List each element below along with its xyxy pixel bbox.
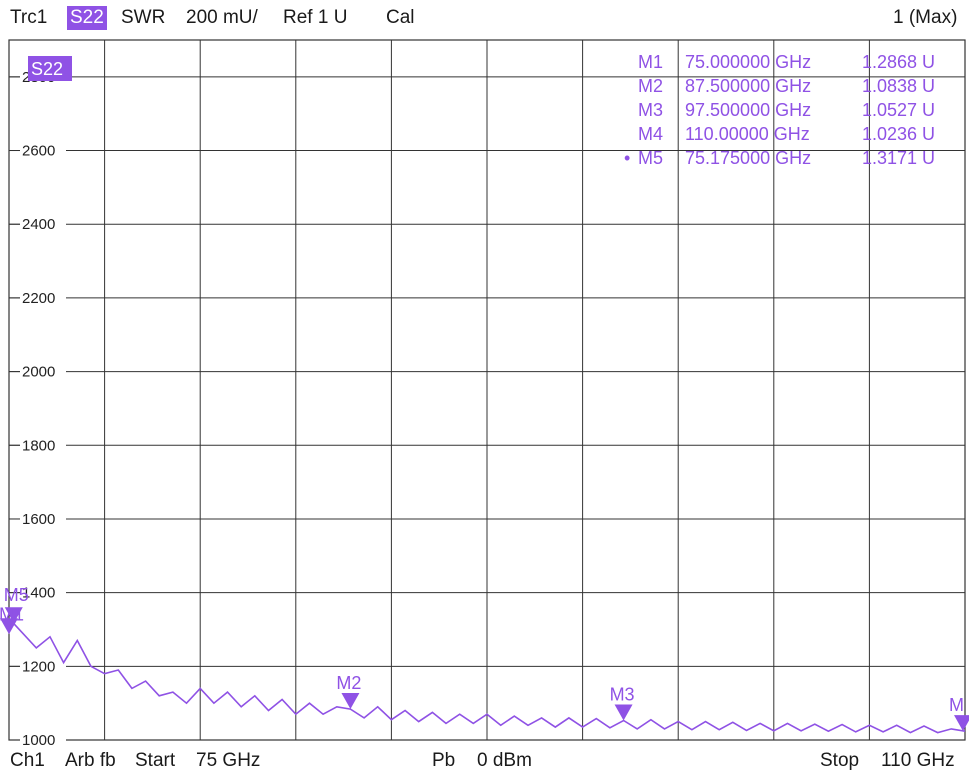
plot-grid [8,39,966,741]
marker-name: M4 [638,124,663,144]
y-tick-label: 2200 [22,290,55,307]
y-tick-label: 1200 [22,658,55,675]
y-tick-label: 1600 [22,511,55,528]
y-tick-label: 2000 [22,364,55,381]
tick-label-background [20,508,66,528]
marker-name: M1 [638,52,663,72]
tick-label-background [20,214,66,234]
marker-name: M3 [638,100,663,120]
format-label[interactable]: SWR [121,7,166,28]
channel-label[interactable]: Ch1 [10,750,45,771]
trace-line [8,617,966,734]
marker-label[interactable]: M [949,695,964,715]
start-label: Start [135,750,176,771]
plot-trace-badge-layer: S22 [28,56,72,81]
marker-triangle-m4[interactable] [954,715,969,732]
marker-frequency: 97.500000 GHz [685,100,811,120]
stop-label: Stop [820,750,860,771]
marker-frequency: 75.000000 GHz [685,52,811,72]
marker-triangle-m1[interactable] [0,618,18,635]
marker-readout-table: M1 75.000000 GHz 1.2868 U M2 87.500000 GHz 1.… [624,52,935,168]
sweep-mode-label[interactable]: Arb fb [65,750,116,771]
trace-count-label: 1 (Max) [893,7,958,28]
calibration-label[interactable]: Cal [386,7,415,28]
y-tick-label: 1400 [22,585,55,602]
y-tick-label: 1800 [22,437,55,454]
marker-frequency: 87.500000 GHz [685,76,811,96]
tick-label-background [20,656,66,676]
marker-label[interactable]: M5 [4,585,29,605]
plot-trace-badge-background [28,56,72,81]
marker-value: 1.2868 U [862,52,935,72]
marker-row-m2[interactable]: M2 87.500000 GHz 1.0838 U [638,76,935,96]
scale-label[interactable]: 200 mU/ [186,7,258,28]
tick-label-background [20,361,66,381]
start-frequency[interactable]: 75 GHz [196,750,261,771]
y-tick-label: 2400 [22,216,55,233]
tick-label-background [20,730,66,749]
trace-layer [8,617,966,734]
marker-label[interactable]: M3 [610,684,635,704]
marker-row-m3[interactable]: M3 97.500000 GHz 1.0527 U [638,100,935,120]
channel-footer: Ch1 Arb fb Start 75 GHz Pb 0 dBm Stop 11… [0,748,969,775]
marker-row-m5[interactable]: • M5 75.175000 GHz 1.3171 U [624,148,935,168]
marker-row-m1[interactable]: M1 75.000000 GHz 1.2868 U [638,52,935,72]
y-tick-label: 2600 [22,143,55,160]
active-marker-dot: • [624,148,630,168]
tick-label-background [20,287,66,307]
parameter-badge[interactable]: S22 [67,6,107,30]
marker-frequency: 75.175000 GHz [685,148,811,168]
power-label: Pb [432,750,456,771]
marker-name: M5 [638,148,663,168]
marker-value: 1.0236 U [862,124,935,144]
trace-header: Trc1 S22 SWR 200 mU/ Ref 1 U Cal 1 (Max) [0,0,969,38]
marker-name: M2 [638,76,663,96]
plot-trace-badge: S22 [31,59,63,79]
reference-label[interactable]: Ref 1 U [283,7,348,28]
trace-name[interactable]: Trc1 [10,7,48,28]
marker-triangle-m2[interactable] [341,693,360,710]
marker-label[interactable]: M2 [336,673,361,693]
marker-value: 1.3171 U [862,148,935,168]
marker-value: 1.0527 U [862,100,935,120]
tick-label-background [20,582,66,602]
tick-label-background [20,140,66,160]
marker-label[interactable]: M1 [0,604,24,624]
marker-triangle-m5[interactable] [4,607,23,624]
marker-value: 1.0838 U [862,76,935,96]
marker-row-m4[interactable]: M4 110.00000 GHz 1.0236 U [638,124,935,144]
stop-frequency[interactable]: 110 GHz [881,750,955,771]
marker-triangle-m3[interactable] [614,704,633,721]
y-tick-labels: 1000120014001600180020002200240026002800 [9,66,66,749]
marker-frequency: 110.00000 GHz [685,124,810,144]
power-value[interactable]: 0 dBm [477,750,532,771]
tick-label-background [20,435,66,455]
y-tick-label: 1000 [22,732,55,749]
